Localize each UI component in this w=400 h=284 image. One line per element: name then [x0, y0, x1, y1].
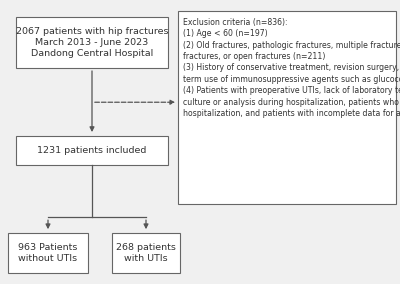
Bar	[8, 233, 88, 273]
Text: 963 Patients
without UTIs: 963 Patients without UTIs	[18, 243, 78, 263]
Bar	[178, 11, 396, 204]
Text: 2067 patients with hip fractures
March 2013 - June 2023
Dandong Central Hospital: 2067 patients with hip fractures March 2…	[16, 27, 168, 58]
Bar	[16, 136, 168, 165]
Text: 1231 patients included: 1231 patients included	[37, 146, 147, 155]
Bar	[16, 17, 168, 68]
Text: Exclusion criteria (n=836):
(1) Age < 60 (n=197)
(2) Old fractures, pathologic f: Exclusion criteria (n=836): (1) Age < 60…	[183, 18, 400, 118]
Text: 268 patients
with UTIs: 268 patients with UTIs	[116, 243, 176, 263]
Bar	[112, 233, 180, 273]
